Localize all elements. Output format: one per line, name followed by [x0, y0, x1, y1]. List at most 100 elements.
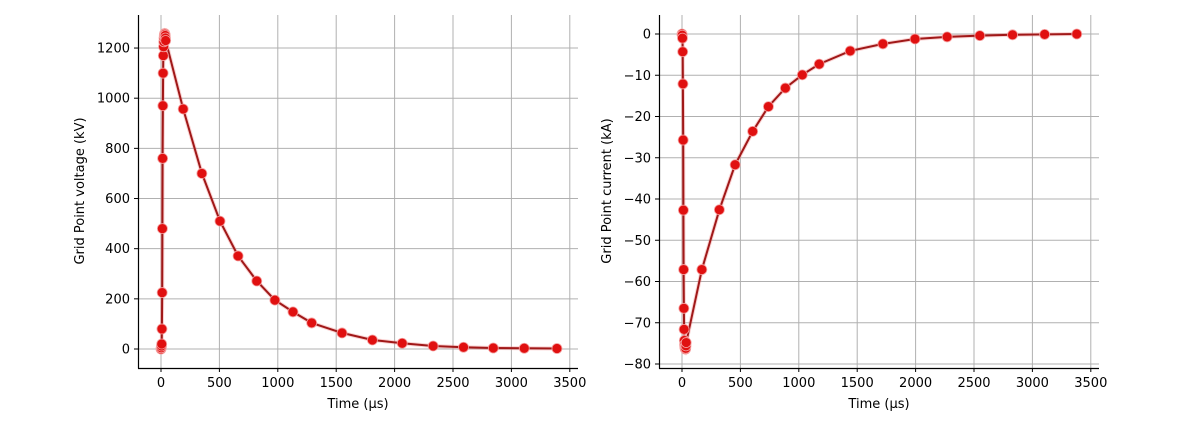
data-point — [1071, 28, 1083, 40]
data-point — [427, 340, 439, 352]
y-tick-label: 200 — [105, 292, 130, 307]
x-tick-label: 1000 — [782, 376, 815, 391]
x-tick-label: 0 — [157, 376, 165, 391]
current-x-ticks: 0 500 1000 1500 2000 2500 3000 3500 — [678, 368, 1107, 391]
x-tick-label: 3000 — [1016, 376, 1049, 391]
data-point — [677, 78, 689, 90]
data-point — [763, 101, 774, 112]
x-tick-label: 500 — [728, 376, 753, 391]
data-point — [678, 204, 689, 216]
current-y-ticks: 0 −10 −20 −30 −40 −50 −60 −70 −80 — [624, 28, 660, 373]
current-y-label: Grid Point current (kA) — [600, 118, 615, 263]
data-point — [177, 103, 189, 115]
y-tick-label: −80 — [624, 358, 651, 373]
y-tick-label: −50 — [624, 234, 651, 249]
x-tick-label: 1500 — [841, 376, 874, 391]
y-tick-label: −70 — [624, 316, 651, 331]
data-point — [157, 67, 169, 79]
x-tick-label: 2000 — [378, 376, 411, 391]
data-point — [1039, 29, 1051, 40]
voltage-x-label: Time (µs) — [326, 397, 388, 412]
data-point — [287, 306, 299, 318]
x-tick-label: 3500 — [553, 376, 586, 391]
data-point — [160, 35, 172, 46]
data-point — [157, 152, 169, 164]
voltage-chart: 0 500 1000 1500 2000 2500 3000 3500 0 200 400 600 8… — [73, 15, 586, 412]
y-tick-label: −20 — [624, 110, 651, 125]
data-point — [941, 31, 953, 43]
data-point — [713, 204, 725, 216]
data-point — [306, 317, 318, 329]
data-point — [396, 337, 408, 349]
data-point — [458, 341, 469, 353]
data-point — [909, 33, 921, 45]
voltage-y-label: Grid Point voltage (kV) — [73, 117, 88, 264]
data-point — [677, 32, 688, 44]
series-line — [160, 30, 558, 350]
data-point — [156, 338, 168, 350]
y-tick-label: 600 — [105, 192, 130, 207]
data-point — [518, 342, 530, 354]
data-point — [779, 82, 791, 94]
x-tick-label: 2000 — [899, 376, 932, 391]
data-point — [196, 168, 208, 179]
x-tick-label: 2500 — [957, 376, 990, 391]
data-point — [1007, 29, 1018, 41]
data-point — [251, 275, 263, 287]
data-point — [680, 337, 692, 348]
data-point — [844, 45, 856, 57]
x-tick-label: 3000 — [495, 376, 528, 391]
x-tick-label: 0 — [678, 376, 686, 391]
x-tick-label: 500 — [207, 376, 232, 391]
data-point — [269, 294, 281, 306]
series-glow — [159, 27, 558, 351]
data-point — [156, 323, 168, 335]
data-point — [214, 215, 226, 227]
data-point — [747, 125, 759, 137]
voltage-series — [155, 27, 563, 355]
data-point — [487, 342, 499, 354]
data-point — [157, 100, 169, 112]
y-tick-label: 0 — [643, 28, 651, 43]
y-tick-label: 1000 — [97, 92, 130, 107]
voltage-y-ticks: 0 200 400 600 800 1000 1200 — [97, 42, 139, 358]
current-grid — [659, 15, 1099, 368]
data-point — [696, 264, 708, 275]
data-point — [677, 46, 689, 58]
current-x-label: Time (µs) — [847, 397, 909, 412]
y-tick-label: −30 — [624, 151, 651, 166]
data-point — [813, 58, 825, 70]
y-tick-label: 400 — [105, 242, 130, 257]
data-point — [367, 334, 378, 346]
y-tick-label: 800 — [105, 142, 130, 157]
data-point — [678, 323, 690, 335]
series-line — [681, 33, 1077, 353]
y-tick-label: −60 — [624, 275, 651, 290]
data-point — [974, 30, 986, 42]
data-point — [678, 302, 690, 314]
y-tick-label: −10 — [624, 69, 651, 84]
data-point — [678, 264, 690, 275]
data-point — [877, 38, 889, 50]
x-tick-label: 1500 — [320, 376, 353, 391]
x-tick-label: 2500 — [436, 376, 469, 391]
data-point — [232, 250, 244, 262]
data-point — [336, 327, 348, 339]
voltage-x-ticks: 0 500 1000 1500 2000 2500 3000 3500 — [157, 368, 586, 391]
current-series — [676, 28, 1083, 356]
data-point — [729, 159, 741, 171]
y-tick-label: −40 — [624, 193, 651, 208]
data-point — [677, 134, 689, 146]
data-point — [156, 287, 168, 298]
data-point — [551, 343, 563, 354]
data-point — [157, 223, 168, 235]
series-glow — [680, 32, 1077, 356]
x-tick-label: 3500 — [1074, 376, 1107, 391]
x-tick-label: 1000 — [261, 376, 294, 391]
y-tick-label: 1200 — [97, 42, 130, 57]
data-point — [796, 69, 808, 81]
voltage-grid — [138, 15, 578, 368]
current-chart: 0 500 1000 1500 2000 2500 3000 3500 0 −10 −20 −30 −… — [600, 15, 1107, 412]
